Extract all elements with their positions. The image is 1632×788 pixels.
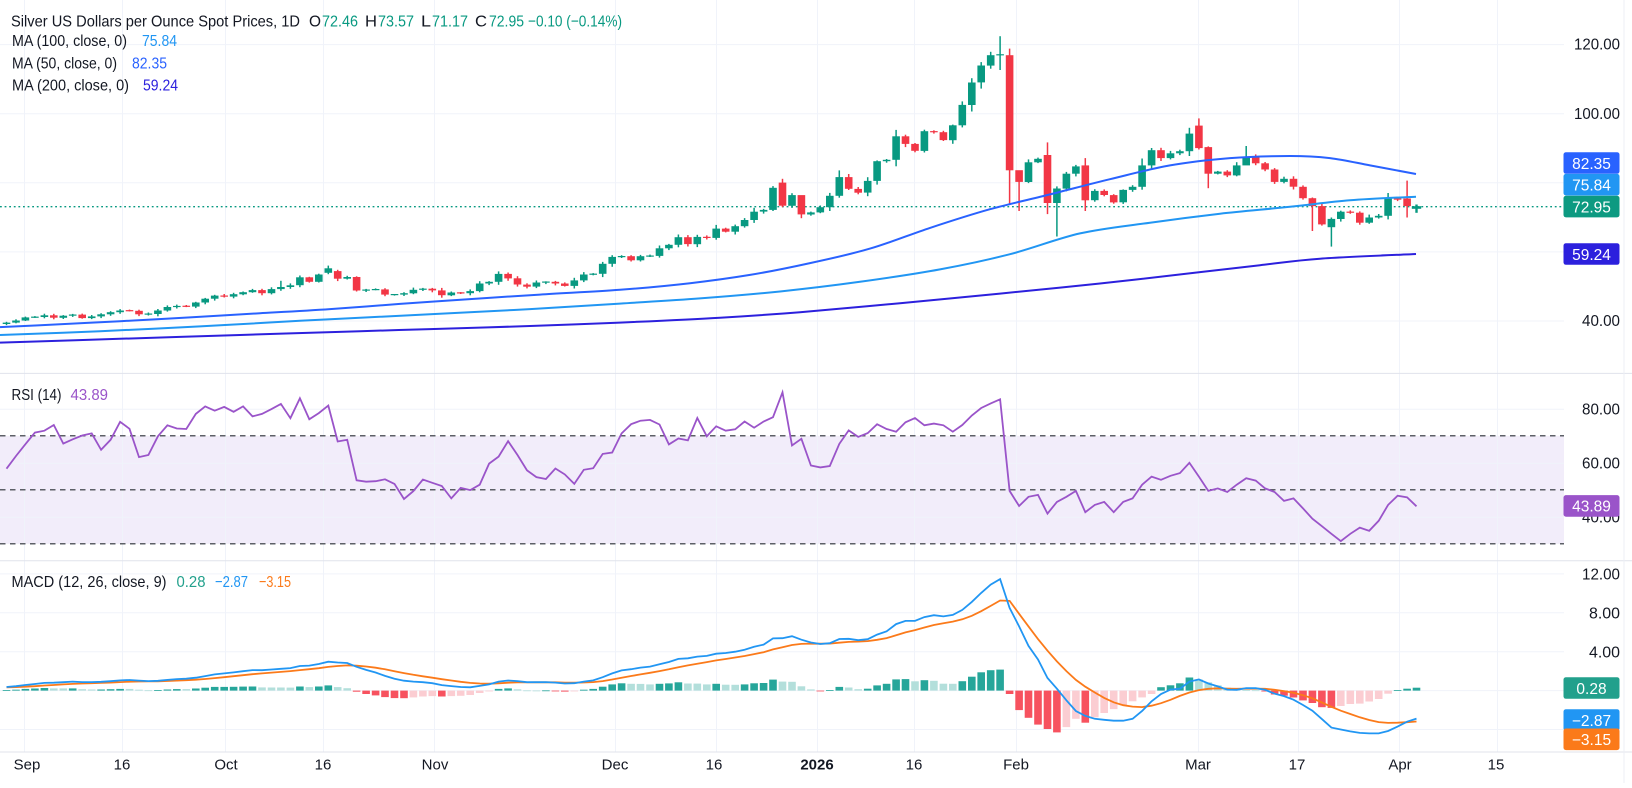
svg-text:16: 16 bbox=[114, 757, 131, 774]
svg-text:Nov: Nov bbox=[422, 757, 449, 774]
svg-text:H: H bbox=[365, 13, 377, 30]
svg-text:72.95: 72.95 bbox=[489, 13, 524, 30]
svg-text:Dec: Dec bbox=[602, 757, 629, 774]
svg-text:43.89: 43.89 bbox=[1572, 499, 1611, 516]
svg-text:Silver US Dollars per Ounce Sp: Silver US Dollars per Ounce Spot Prices,… bbox=[11, 13, 300, 30]
svg-text:L: L bbox=[421, 13, 431, 30]
svg-text:72.95: 72.95 bbox=[1572, 199, 1611, 216]
svg-text:O: O bbox=[309, 13, 321, 30]
svg-text:2026: 2026 bbox=[800, 757, 833, 774]
svg-text:RSI (14): RSI (14) bbox=[12, 387, 62, 404]
svg-text:80.00: 80.00 bbox=[1582, 401, 1620, 418]
svg-text:MACD (12, 26, close, 9): MACD (12, 26, close, 9) bbox=[12, 574, 167, 591]
svg-text:C: C bbox=[475, 13, 487, 30]
svg-text:75.84: 75.84 bbox=[142, 33, 177, 50]
svg-text:60.00: 60.00 bbox=[1582, 455, 1620, 472]
svg-text:73.57: 73.57 bbox=[378, 13, 414, 30]
svg-text:Feb: Feb bbox=[1003, 757, 1029, 774]
svg-text:82.35: 82.35 bbox=[1572, 156, 1611, 173]
svg-text:Oct: Oct bbox=[214, 757, 238, 774]
svg-text:100.00: 100.00 bbox=[1574, 106, 1620, 123]
svg-text:59.24: 59.24 bbox=[1572, 247, 1611, 264]
svg-text:MA (50, close, 0): MA (50, close, 0) bbox=[12, 56, 117, 73]
svg-text:−3.15: −3.15 bbox=[259, 574, 291, 591]
svg-text:−2.87: −2.87 bbox=[1572, 713, 1611, 730]
svg-text:82.35: 82.35 bbox=[132, 56, 167, 73]
svg-text:72.46: 72.46 bbox=[322, 13, 358, 30]
svg-text:Apr: Apr bbox=[1388, 757, 1411, 774]
svg-text:75.84: 75.84 bbox=[1572, 178, 1611, 195]
svg-text:0.28: 0.28 bbox=[1576, 681, 1606, 698]
svg-text:16: 16 bbox=[906, 757, 923, 774]
svg-text:Sep: Sep bbox=[14, 757, 41, 774]
svg-text:17: 17 bbox=[1289, 757, 1306, 774]
svg-text:MA (200, close, 0): MA (200, close, 0) bbox=[12, 78, 129, 95]
svg-text:0.28: 0.28 bbox=[177, 574, 206, 591]
svg-text:59.24: 59.24 bbox=[143, 78, 178, 95]
svg-text:4.00: 4.00 bbox=[1589, 644, 1620, 661]
svg-text:MA (100, close, 0): MA (100, close, 0) bbox=[12, 33, 127, 50]
svg-text:12.00: 12.00 bbox=[1582, 567, 1620, 584]
svg-text:8.00: 8.00 bbox=[1589, 605, 1620, 622]
svg-text:−2.87: −2.87 bbox=[215, 574, 248, 591]
svg-text:16: 16 bbox=[315, 757, 332, 774]
svg-text:16: 16 bbox=[706, 757, 723, 774]
svg-text:Mar: Mar bbox=[1185, 757, 1211, 774]
svg-text:120.00: 120.00 bbox=[1574, 37, 1620, 54]
svg-text:−3.15: −3.15 bbox=[1572, 732, 1611, 749]
svg-text:40.00: 40.00 bbox=[1582, 313, 1620, 330]
svg-text:−0.10 (−0.14%): −0.10 (−0.14%) bbox=[528, 13, 622, 30]
svg-text:71.17: 71.17 bbox=[432, 13, 468, 30]
svg-text:15: 15 bbox=[1488, 757, 1505, 774]
svg-text:43.89: 43.89 bbox=[71, 387, 109, 404]
